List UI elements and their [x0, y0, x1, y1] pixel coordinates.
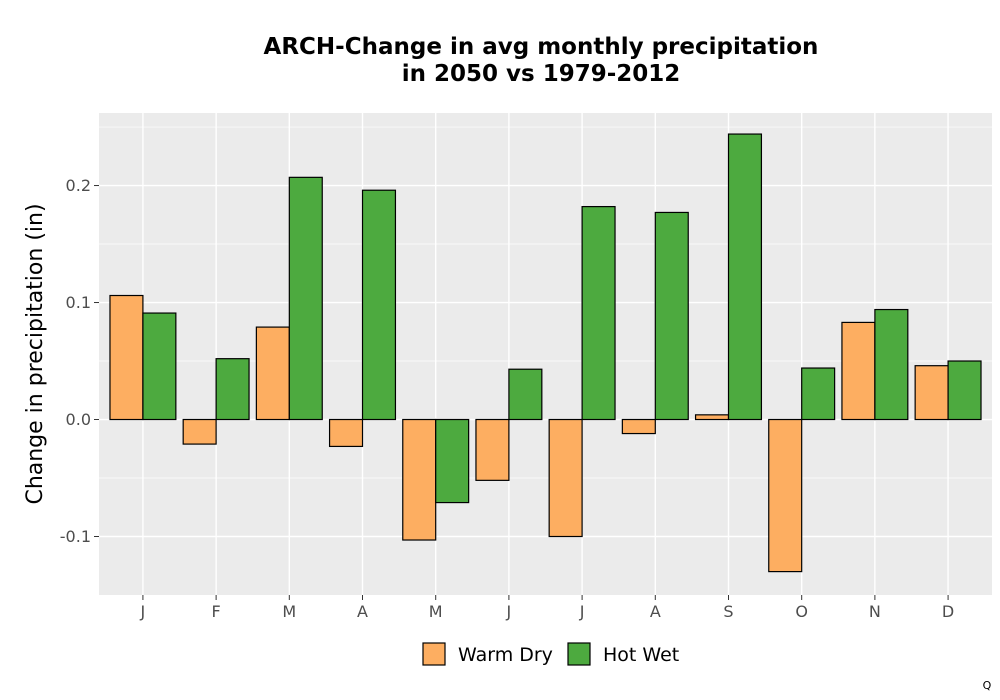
bar-warm-dry-0 [109, 294, 144, 421]
bar-hot-wet-8 [727, 133, 763, 421]
bar-hot-wet-3 [361, 189, 397, 421]
bar-hot-wet-2 [288, 176, 323, 421]
bar-warm-dry-2 [255, 326, 290, 421]
bar-hot-wet-0 [142, 312, 177, 421]
bar-hot-wet-1 [215, 358, 250, 421]
x-tick-label: M [282, 602, 296, 621]
y-tick-label: -0.1 [60, 527, 91, 546]
x-tick-label: A [357, 602, 368, 621]
x-tick-label: N [869, 602, 881, 621]
bar-hot-wet-11 [947, 360, 982, 421]
y-tick-label: 0.0 [66, 410, 91, 429]
bar-warm-dry-1 [182, 418, 217, 445]
bar-warm-dry-11 [914, 365, 949, 421]
y-tick-label: 0.1 [66, 293, 91, 312]
bar-warm-dry-5 [475, 418, 510, 481]
bar-warm-dry-7 [621, 418, 656, 435]
bar-warm-dry-6 [548, 418, 583, 538]
bar-warm-dry-8 [694, 414, 730, 421]
y-axis-title: Change in precipitation (in) [23, 203, 48, 504]
bar-hot-wet-10 [874, 308, 909, 421]
y-tick-label: 0.2 [66, 176, 91, 195]
bar-hot-wet-9 [801, 367, 836, 421]
x-tick-label: D [942, 602, 954, 621]
y-axis-ticks: -0.1 0.0 0.1 0.2 [60, 176, 99, 546]
legend-key-hot-wet [567, 642, 591, 666]
x-tick-label: M [429, 602, 443, 621]
x-tick-label: F [212, 602, 221, 621]
bar-warm-dry-4 [402, 418, 437, 541]
bar-hot-wet-4 [435, 418, 470, 504]
bar-warm-dry-3 [328, 418, 364, 448]
x-tick-label: O [795, 602, 808, 621]
legend-key-warm-dry [422, 642, 446, 666]
bar-hot-wet-7 [654, 211, 689, 421]
legend-label: Hot Wet [603, 644, 679, 666]
corner-mark: Q [983, 679, 992, 692]
legend: Warm Dry Hot Wet [422, 642, 679, 666]
chart-title-line-2: in 2050 vs 1979-2012 [402, 61, 681, 87]
x-tick-label: J [140, 602, 146, 621]
bar-hot-wet-5 [508, 368, 543, 421]
bar-warm-dry-10 [841, 321, 876, 421]
bar-warm-dry-9 [768, 418, 803, 573]
x-tick-label: A [650, 602, 661, 621]
bars [109, 133, 982, 573]
chart-title-line-1: ARCH-Change in avg monthly precipitation [264, 34, 819, 60]
x-tick-label: S [723, 602, 733, 621]
x-tick-label: J [579, 602, 585, 621]
x-tick-label: J [506, 602, 512, 621]
bar-hot-wet-6 [581, 205, 616, 421]
legend-label: Warm Dry [458, 644, 553, 666]
